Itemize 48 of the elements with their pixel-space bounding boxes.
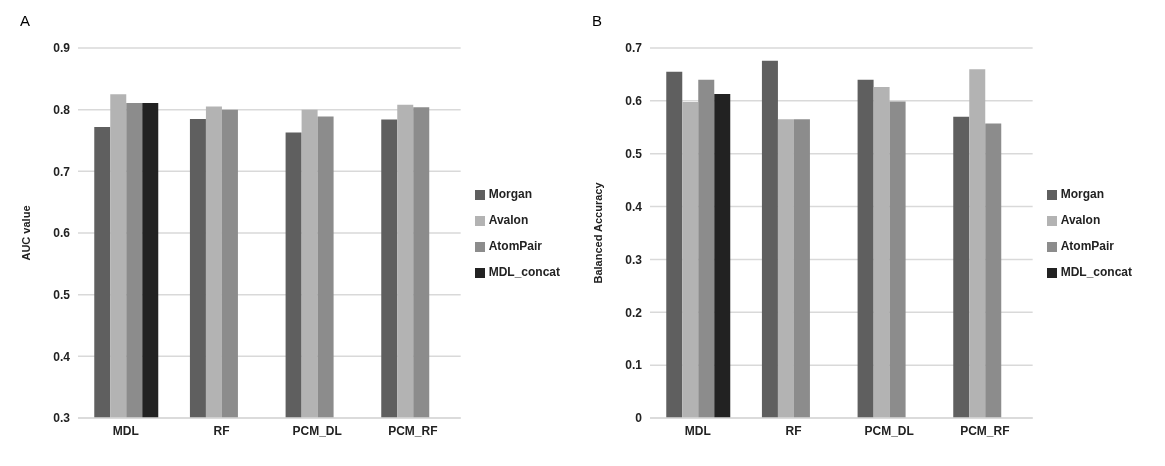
legend-label: AtomPair: [1060, 239, 1114, 253]
x-tick-label: MDL: [684, 423, 711, 438]
x-tick-label: PCM_DL: [864, 423, 914, 438]
y-tick-label: 0.8: [53, 102, 71, 117]
y-tick-label: 0.5: [53, 287, 71, 302]
y-tick-label: 0.1: [625, 358, 643, 373]
x-tick-label: PCM_RF: [960, 423, 1010, 438]
bar: [793, 119, 810, 418]
legend-label: Avalon: [488, 213, 529, 227]
legend-label: MDL_concat: [1060, 265, 1132, 279]
x-tick-label: PCM_RF: [388, 423, 438, 438]
y-tick-label: 0.4: [625, 199, 643, 214]
bar: [666, 71, 683, 418]
chart-title: A: [20, 12, 31, 29]
legend-label: Avalon: [1060, 213, 1101, 227]
legend-label: AtomPair: [488, 239, 542, 253]
x-tick-label: PCM_DL: [292, 423, 342, 438]
y-tick-label: 0.4: [53, 349, 71, 364]
legend-label: MDL_concat: [488, 265, 560, 279]
bar: [969, 69, 986, 418]
bar: [953, 116, 970, 418]
x-tick-label: RF: [213, 423, 230, 438]
bar: [985, 123, 1002, 418]
y-tick-label: 0: [635, 411, 643, 426]
bar: [698, 79, 715, 418]
bar: [714, 93, 731, 418]
y-tick-label: 0.7: [625, 41, 643, 56]
legend-label: Morgan: [1060, 187, 1104, 201]
y-tick-label: 0.3: [53, 411, 71, 426]
x-tick-label: RF: [785, 423, 802, 438]
y-tick-label: 0.6: [53, 226, 71, 241]
y-tick-label: 0.3: [625, 252, 643, 267]
x-tick-label: MDL: [112, 423, 139, 438]
chart-title: B: [592, 12, 603, 29]
y-tick-label: 0.9: [53, 41, 71, 56]
y-axis-title: Balanced Accuracy: [591, 181, 604, 284]
y-axis-title: AUC value: [19, 205, 32, 261]
legend-label: Morgan: [488, 187, 532, 201]
y-tick-label: 0.6: [625, 94, 643, 109]
bar: [761, 60, 778, 418]
bar: [682, 101, 699, 418]
bar: [777, 119, 794, 418]
bar: [889, 101, 906, 418]
y-tick-label: 0.5: [625, 146, 643, 161]
y-tick-label: 0.2: [625, 305, 643, 320]
bar: [873, 87, 890, 418]
y-tick-label: 0.7: [53, 164, 71, 179]
bar: [857, 79, 874, 418]
